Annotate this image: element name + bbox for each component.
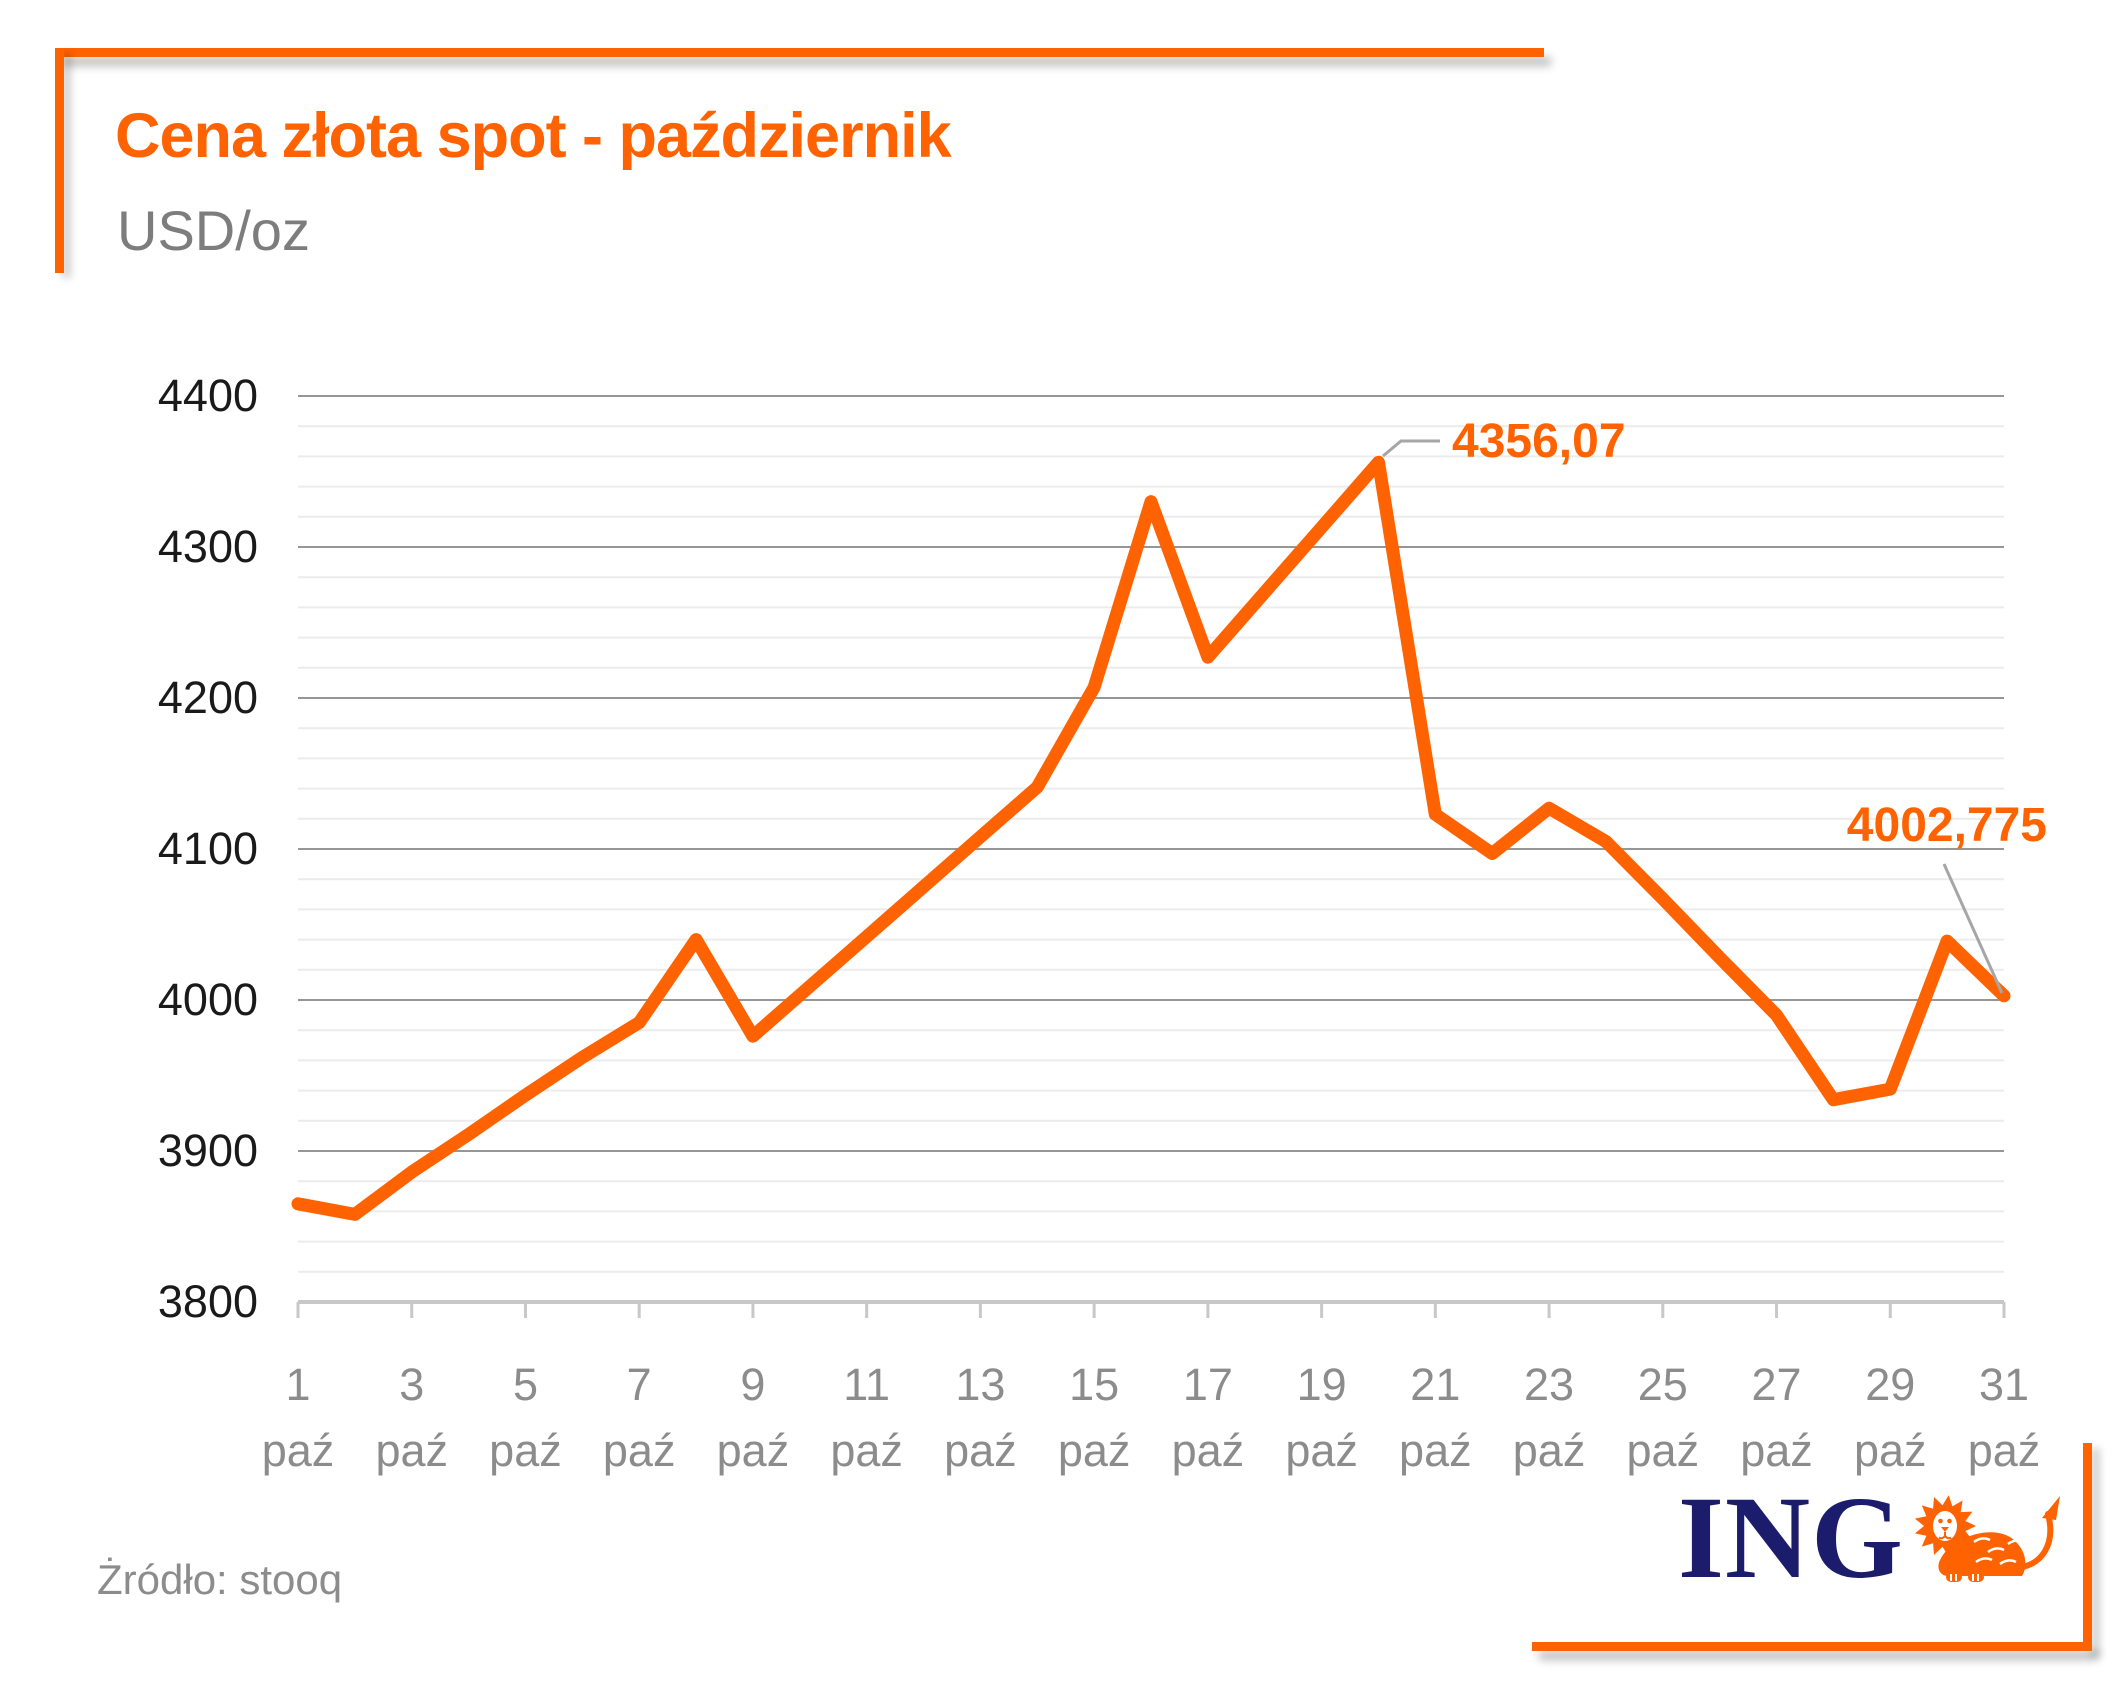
x-tick-month: paź — [1171, 1425, 1245, 1476]
annotation-leader-line — [1382, 439, 1440, 458]
x-tick-day: 3 — [399, 1359, 425, 1410]
x-tick-month: paź — [602, 1425, 676, 1476]
annotation-peak-value: 4356,07 — [1452, 415, 1626, 468]
x-tick-month: paź — [1740, 1425, 1813, 1476]
x-tick-day: 5 — [512, 1359, 538, 1410]
x-tick-day: 13 — [955, 1359, 1006, 1410]
x-tick-day: 11 — [843, 1359, 891, 1410]
x-tick-day: 15 — [1069, 1359, 1120, 1410]
chart-title: Cena złota spot - październik — [115, 101, 952, 171]
x-tick-month: paź — [1057, 1425, 1131, 1476]
x-tick-day: 25 — [1637, 1359, 1688, 1410]
ing-lion-icon — [1914, 1495, 2060, 1582]
x-axis-tick-label: 3 paź — [352, 1352, 472, 1484]
x-tick-month: paź — [944, 1425, 1017, 1476]
x-axis-tick-label: 19 paź — [1262, 1352, 1382, 1484]
x-tick-month: paź — [489, 1425, 562, 1476]
x-axis-tick-label: 25 paź — [1603, 1352, 1723, 1484]
y-axis-tick-label: 4400 — [157, 370, 258, 421]
x-tick-month: paź — [1512, 1425, 1586, 1476]
ing-logo-wordmark: ING — [1678, 1472, 1904, 1603]
x-tick-month: paź — [375, 1425, 448, 1476]
x-tick-day: 9 — [740, 1359, 766, 1410]
y-axis-tick-label: 3800 — [157, 1276, 258, 1327]
lion-mouth — [1938, 1532, 1952, 1540]
y-axis-tick-label: 4300 — [157, 521, 258, 572]
x-tick-day: 23 — [1524, 1359, 1575, 1410]
x-axis-tick-label: 17 paź — [1148, 1352, 1268, 1484]
x-axis-tick-label: 9 paź — [693, 1352, 813, 1484]
x-axis-tick-label: 5 paź — [465, 1352, 585, 1484]
x-tick-month: paź — [261, 1425, 335, 1476]
x-axis-tick-label: 27 paź — [1717, 1352, 1837, 1484]
x-axis-tick-label: 15 paź — [1034, 1352, 1154, 1484]
x-axis-tick-label: 11 paź — [807, 1352, 927, 1484]
x-axis-tick-label: 7 paź — [579, 1352, 699, 1484]
x-tick-day: 17 — [1182, 1359, 1233, 1410]
x-tick-month: paź — [1853, 1425, 1927, 1476]
x-tick-month: paź — [716, 1425, 790, 1476]
x-axis-tick-label: 31 paź — [1944, 1352, 2064, 1484]
lion-fur-detail — [1950, 1537, 2025, 1581]
x-axis-tick-label: 23 paź — [1489, 1352, 1609, 1484]
lion-face — [1933, 1511, 1957, 1541]
y-axis-tick-label: 3900 — [157, 1125, 258, 1176]
top-bracket-vertical — [55, 48, 64, 273]
x-axis-tick-label: 21 paź — [1375, 1352, 1495, 1484]
annotation-leader-line — [1942, 863, 2004, 994]
x-tick-day: 31 — [1978, 1359, 2030, 1410]
bottom-bracket-horizontal — [1532, 1642, 2092, 1651]
x-tick-month: paź — [1285, 1425, 1358, 1476]
x-axis-tick-label: 29 paź — [1830, 1352, 1950, 1484]
lion-paw — [1968, 1572, 1984, 1582]
x-tick-month: paź — [1399, 1425, 1472, 1476]
annotation-last-value: 4002,775 — [1846, 799, 2047, 852]
x-tick-month: paź — [830, 1425, 903, 1476]
price-line — [291, 455, 2011, 1221]
x-axis-tick-label: 13 paź — [920, 1352, 1040, 1484]
source-note: Żródło: stooq — [97, 1556, 343, 1603]
bottom-bracket-vertical — [2083, 1443, 2092, 1651]
x-tick-day: 29 — [1865, 1359, 1916, 1410]
lion-nose — [1941, 1527, 1949, 1532]
x-tick-month: paź — [1626, 1425, 1700, 1476]
lion-paw — [1946, 1572, 1962, 1582]
x-tick-day: 19 — [1296, 1359, 1347, 1410]
y-axis-tick-label: 4200 — [157, 672, 258, 723]
x-tick-day: 1 — [285, 1359, 311, 1410]
x-tick-day: 21 — [1410, 1359, 1461, 1410]
top-bracket-horizontal — [55, 48, 1544, 57]
y-axis-tick-label: 4100 — [157, 823, 258, 874]
chart-unit-subtitle: USD/oz — [117, 199, 310, 262]
lion-eye — [1938, 1518, 1943, 1524]
x-tick-day: 7 — [626, 1359, 652, 1410]
x-axis-tick-label: 1 paź — [238, 1352, 358, 1484]
x-tick-month: paź — [1967, 1425, 2041, 1476]
x-tick-day: 27 — [1751, 1359, 1802, 1410]
lion-tail-tuft — [2042, 1496, 2060, 1520]
lion-eye — [1947, 1518, 1952, 1524]
y-axis-tick-label: 4000 — [157, 974, 258, 1025]
